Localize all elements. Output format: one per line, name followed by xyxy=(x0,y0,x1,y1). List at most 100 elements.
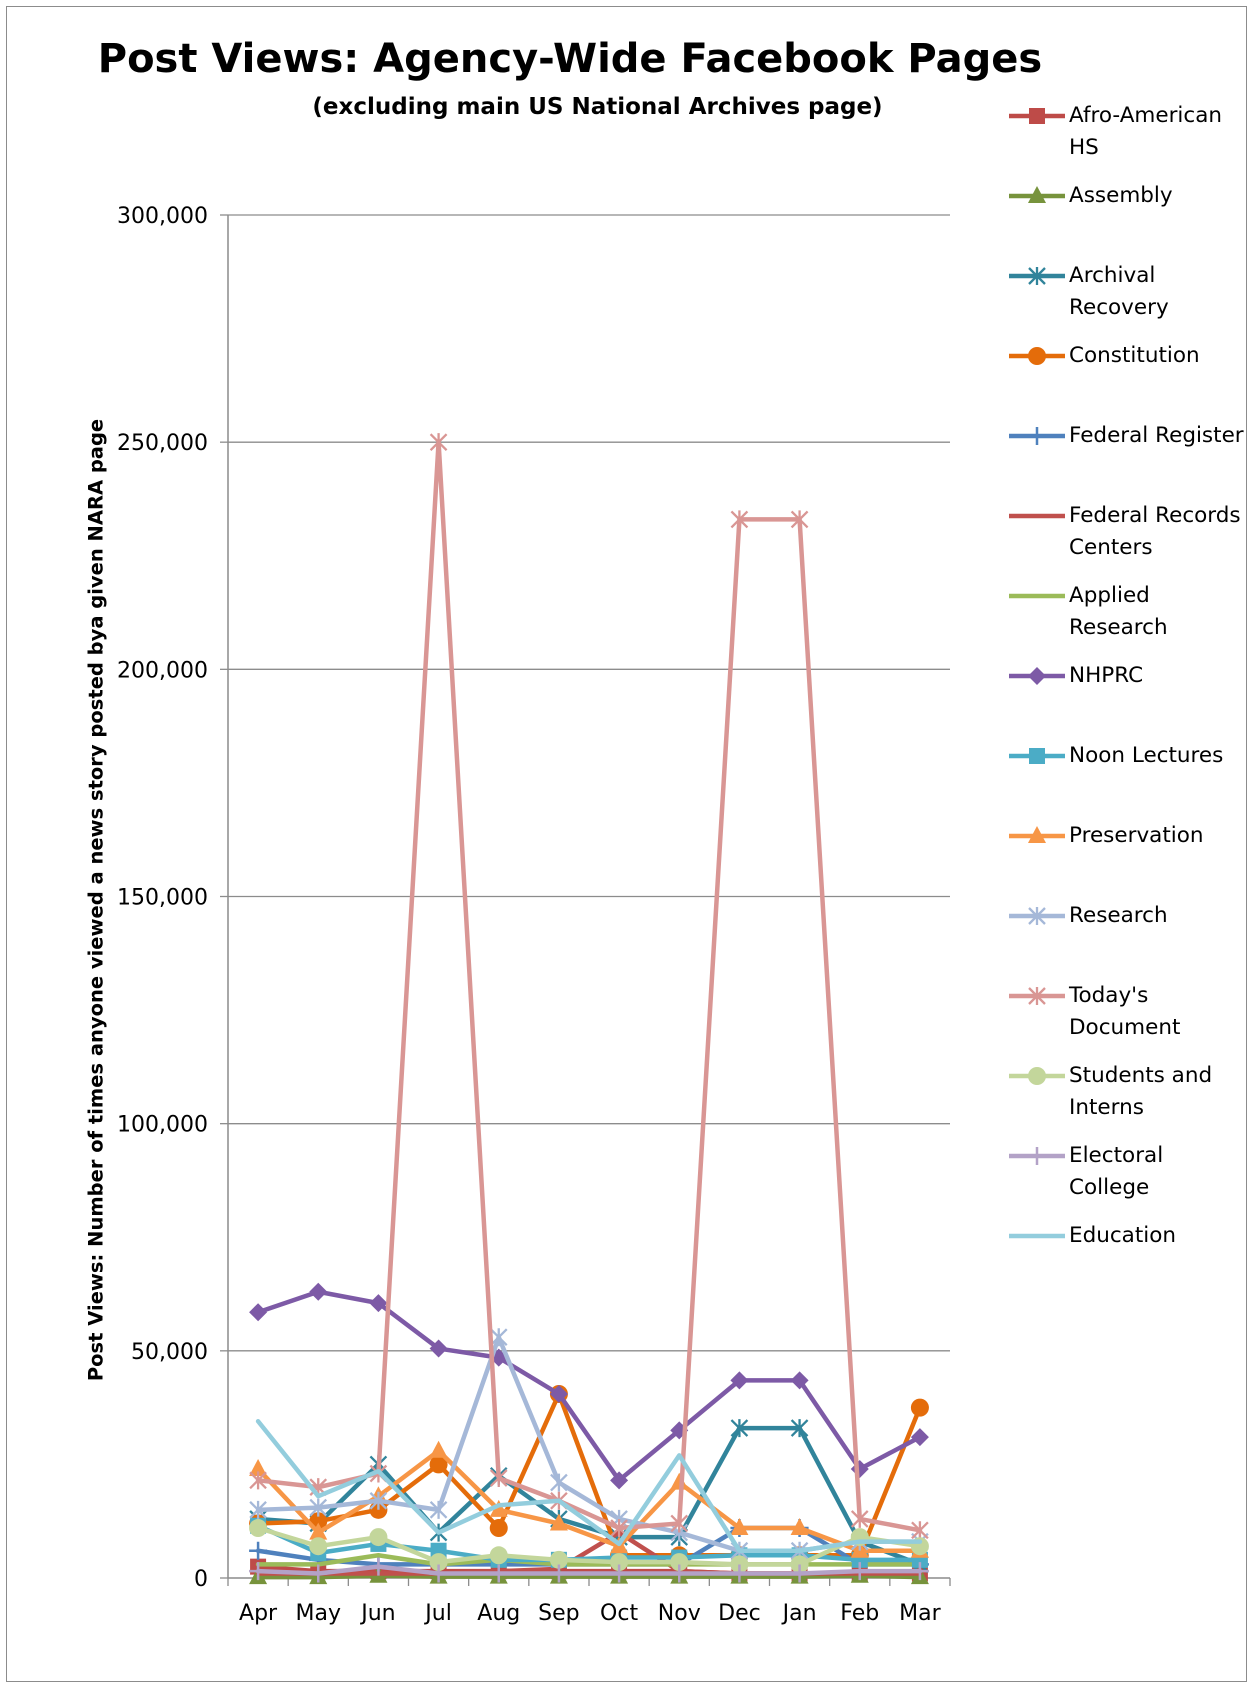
data-point xyxy=(249,1541,268,1560)
data-point xyxy=(610,1564,629,1583)
legend-swatch-marker xyxy=(1028,826,1046,843)
data-point xyxy=(369,1491,388,1510)
series-line xyxy=(255,1419,923,1553)
data-point xyxy=(369,1557,388,1576)
x-tick-label: Dec xyxy=(718,1601,761,1626)
data-point xyxy=(249,1500,267,1519)
data-point xyxy=(550,1473,568,1492)
data-point xyxy=(549,1564,568,1583)
legend-label: Constitution xyxy=(1069,343,1200,368)
series-line xyxy=(255,1425,923,1567)
series-line xyxy=(255,1391,923,1558)
legend-swatch-marker xyxy=(1028,907,1046,925)
legend-swatch xyxy=(1009,748,1065,764)
series-group xyxy=(249,1557,929,1583)
series-line xyxy=(255,1553,923,1567)
y-tick-label: 50,000 xyxy=(131,1340,208,1365)
legend-label: Preservation xyxy=(1069,823,1204,848)
legend-swatch-marker xyxy=(1029,748,1045,764)
chart-subtitle: (excluding main US National Archives pag… xyxy=(312,94,883,120)
data-point xyxy=(309,1498,328,1517)
data-point xyxy=(489,1564,508,1583)
data-point xyxy=(790,1564,809,1583)
legend-swatch xyxy=(1009,593,1065,599)
data-point xyxy=(489,1328,508,1347)
data-point xyxy=(309,1537,328,1556)
data-point xyxy=(790,1419,809,1438)
data-point xyxy=(730,1518,749,1536)
data-point xyxy=(911,1521,929,1540)
data-point xyxy=(489,1546,508,1565)
data-point xyxy=(429,433,448,452)
data-point xyxy=(429,1455,448,1474)
legend-swatch xyxy=(1009,987,1065,1005)
data-point xyxy=(429,1564,448,1583)
legend-swatch-marker xyxy=(1028,1067,1046,1085)
legend-swatch xyxy=(1009,513,1065,519)
legend-label: Federal Register xyxy=(1069,423,1244,448)
data-point xyxy=(549,1513,568,1531)
data-point xyxy=(429,1553,448,1572)
legend-swatch xyxy=(1009,1147,1065,1165)
data-point xyxy=(429,1339,448,1358)
legend-label: Archival Recovery xyxy=(1069,263,1169,320)
x-tick-label: Feb xyxy=(840,1601,879,1626)
data-point xyxy=(549,1550,568,1569)
data-point xyxy=(730,1564,749,1583)
legend-label: Noon Lectures xyxy=(1069,743,1224,768)
data-point xyxy=(670,1514,689,1533)
data-point xyxy=(429,1440,448,1458)
legend-swatch-marker xyxy=(1029,108,1045,124)
chart-frame xyxy=(6,6,1247,1682)
data-point xyxy=(850,1562,869,1581)
y-tick-label: 150,000 xyxy=(117,886,208,911)
data-point xyxy=(730,1555,749,1574)
series-group xyxy=(249,433,929,1540)
data-point xyxy=(910,1562,929,1581)
x-tick-label: May xyxy=(296,1601,341,1626)
y-tick-label: 300,000 xyxy=(117,204,208,229)
data-point xyxy=(489,1469,508,1488)
data-point xyxy=(670,1553,689,1572)
y-tick-label: 0 xyxy=(194,1567,208,1592)
x-tick-label: Jan xyxy=(781,1601,817,1626)
legend-label: Today's Document xyxy=(1069,983,1181,1040)
legend-label: Federal Records Centers xyxy=(1069,503,1241,560)
legend-label: Electoral College xyxy=(1069,1143,1164,1200)
chart-title: Post Views: Agency-Wide Facebook Pages xyxy=(97,36,1043,82)
series-line xyxy=(255,1289,923,1483)
legend-label: Education xyxy=(1069,1223,1177,1248)
data-point xyxy=(850,1509,869,1528)
legend-swatch-marker xyxy=(1028,427,1046,445)
data-point xyxy=(309,1564,328,1583)
legend: Afro-American HS Assembly Archival Recover… xyxy=(1005,100,1250,1380)
series-group xyxy=(255,1553,923,1567)
x-tick-label: Sep xyxy=(538,1601,579,1626)
x-tick-label: Jul xyxy=(423,1601,452,1626)
legend-label: Afro-American HS xyxy=(1069,103,1223,160)
data-point xyxy=(910,1398,929,1417)
legend-swatch-marker xyxy=(1028,186,1046,203)
legend-swatch xyxy=(1009,826,1065,843)
legend-swatch xyxy=(1009,108,1065,124)
legend-label: Assembly xyxy=(1069,183,1173,208)
y-tick-label: 250,000 xyxy=(117,431,208,456)
data-point xyxy=(369,1294,388,1313)
legend-swatch-marker xyxy=(1028,667,1046,685)
data-point xyxy=(249,1303,268,1322)
legend-swatch xyxy=(1009,1233,1065,1239)
data-point xyxy=(610,1553,629,1572)
x-tick-label: Aug xyxy=(477,1601,520,1626)
legend-swatch xyxy=(1009,347,1065,365)
series-line xyxy=(255,439,923,1533)
legend-swatch xyxy=(1009,186,1065,203)
data-point xyxy=(249,1519,268,1538)
x-tick-label: Mar xyxy=(899,1601,941,1626)
legend-swatch xyxy=(1009,427,1065,445)
data-point xyxy=(249,1471,267,1490)
legend-swatch xyxy=(1009,1067,1065,1085)
data-point xyxy=(790,1371,809,1390)
data-point xyxy=(549,1384,568,1403)
data-point xyxy=(910,1428,929,1447)
legend-swatch xyxy=(1009,267,1065,285)
